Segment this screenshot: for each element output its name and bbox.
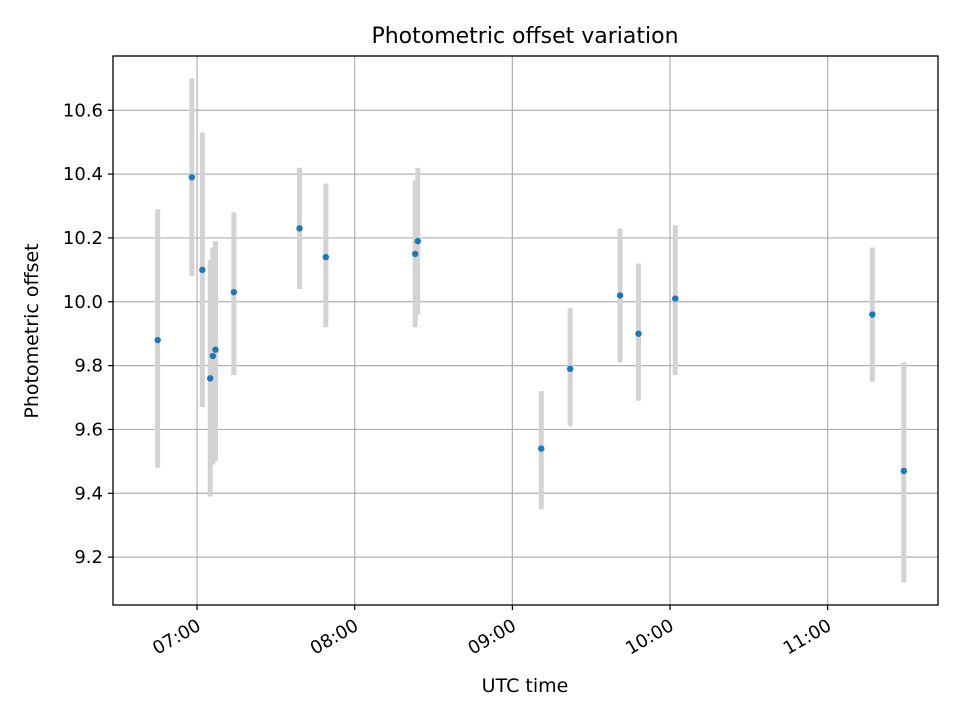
y-axis-label: Photometric offset <box>21 243 43 418</box>
grid-lines <box>113 56 938 605</box>
data-point <box>188 174 196 181</box>
data-points <box>154 174 908 475</box>
data-point <box>296 225 303 232</box>
y-tick-label: 10.0 <box>63 292 103 313</box>
data-point <box>869 311 876 318</box>
y-tick-label: 9.8 <box>74 356 103 377</box>
y-tick-label: 10.2 <box>63 228 103 249</box>
data-point <box>538 445 545 452</box>
data-point <box>411 250 419 258</box>
data-point <box>212 346 219 353</box>
x-axis-label: UTC time <box>482 675 569 697</box>
data-point <box>209 352 217 360</box>
y-tick-label: 9.2 <box>74 547 103 568</box>
data-point <box>672 295 679 302</box>
data-point <box>616 292 624 299</box>
data-point <box>154 336 161 344</box>
y-tick-label: 9.4 <box>74 483 103 504</box>
data-point <box>207 375 214 382</box>
y-tick-label: 10.4 <box>63 164 103 185</box>
data-point <box>900 467 908 475</box>
plot-frame <box>112 55 939 606</box>
y-tick-label: 9.6 <box>74 419 103 440</box>
data-point <box>635 330 642 337</box>
y-tick-label: 10.6 <box>63 100 103 121</box>
data-point <box>414 237 421 245</box>
data-point <box>322 253 330 261</box>
data-point <box>566 365 574 373</box>
data-point <box>199 266 206 274</box>
data-point <box>230 288 238 296</box>
chart-title: Photometric offset variation <box>371 24 678 49</box>
